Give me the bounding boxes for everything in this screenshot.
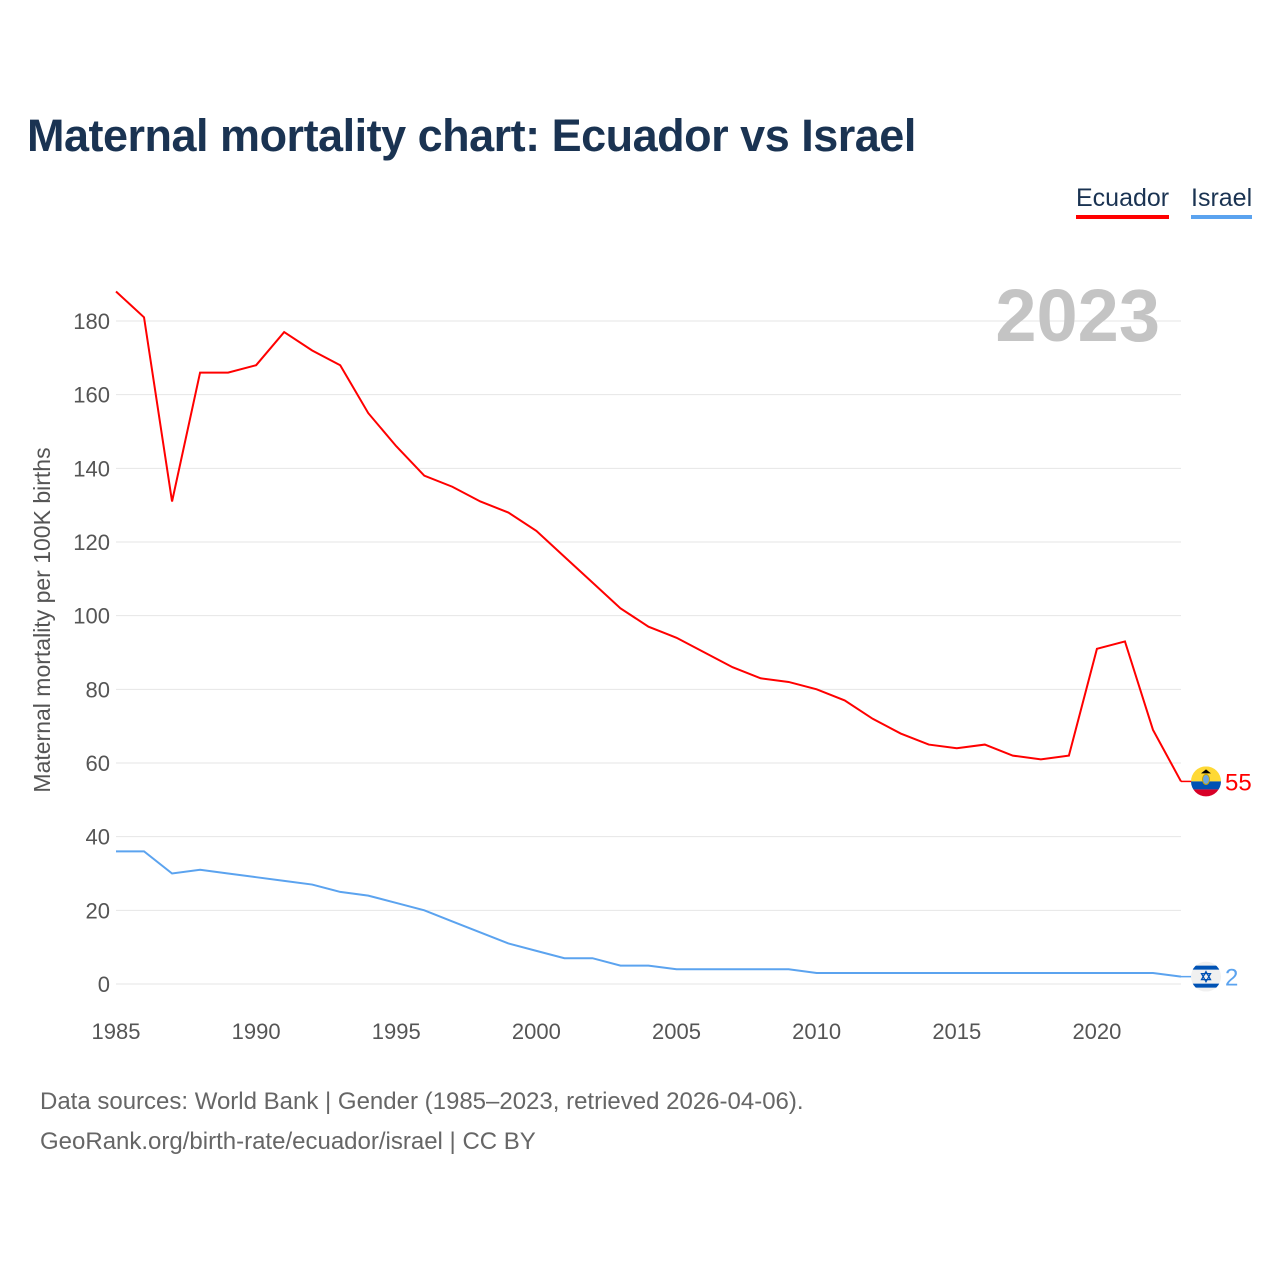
y-tick-label: 120 xyxy=(73,530,110,555)
y-tick-label: 80 xyxy=(86,677,110,702)
x-tick-label: 1985 xyxy=(92,1019,141,1044)
x-tick-label: 2015 xyxy=(932,1019,981,1044)
series-line-ecuador xyxy=(115,290,1182,782)
source-line: Data sources: World Bank | Gender (1985–… xyxy=(40,1088,804,1115)
x-tick-label: 2010 xyxy=(792,1019,841,1044)
y-tick-label: 0 xyxy=(98,972,110,997)
x-tick-label: 2020 xyxy=(1072,1019,1121,1044)
legend-ecuador[interactable]: Ecuador xyxy=(1076,184,1170,219)
y-axis-label: Maternal mortality per 100K births xyxy=(29,447,55,792)
y-tick-label: 140 xyxy=(73,456,110,481)
x-tick-label: 2000 xyxy=(512,1019,561,1044)
series-line-israel xyxy=(116,850,1182,978)
y-tick-label: 40 xyxy=(86,825,110,850)
end-value-label: 2 xyxy=(1225,965,1238,992)
x-tick-label: 1995 xyxy=(372,1019,421,1044)
year-watermark: 2023 xyxy=(995,274,1160,357)
attribution-line[interactable]: GeoRank.org/birth-rate/ecuador/israel | … xyxy=(40,1128,536,1155)
end-value-label: 55 xyxy=(1225,769,1252,796)
x-tick-label: 2005 xyxy=(652,1019,701,1044)
y-tick-label: 20 xyxy=(86,898,110,923)
y-tick-label: 60 xyxy=(86,751,110,776)
chart-title: Maternal mortality chart: Ecuador vs Isr… xyxy=(27,110,916,161)
israel-flag-icon xyxy=(1191,961,1221,992)
y-tick-label: 160 xyxy=(73,383,110,408)
legend-israel[interactable]: Israel xyxy=(1191,184,1253,219)
x-tick-label: 1990 xyxy=(232,1019,281,1044)
y-tick-label: 100 xyxy=(73,604,110,629)
ecuador-flag-icon xyxy=(1191,766,1221,797)
y-tick-label: 180 xyxy=(73,309,110,334)
